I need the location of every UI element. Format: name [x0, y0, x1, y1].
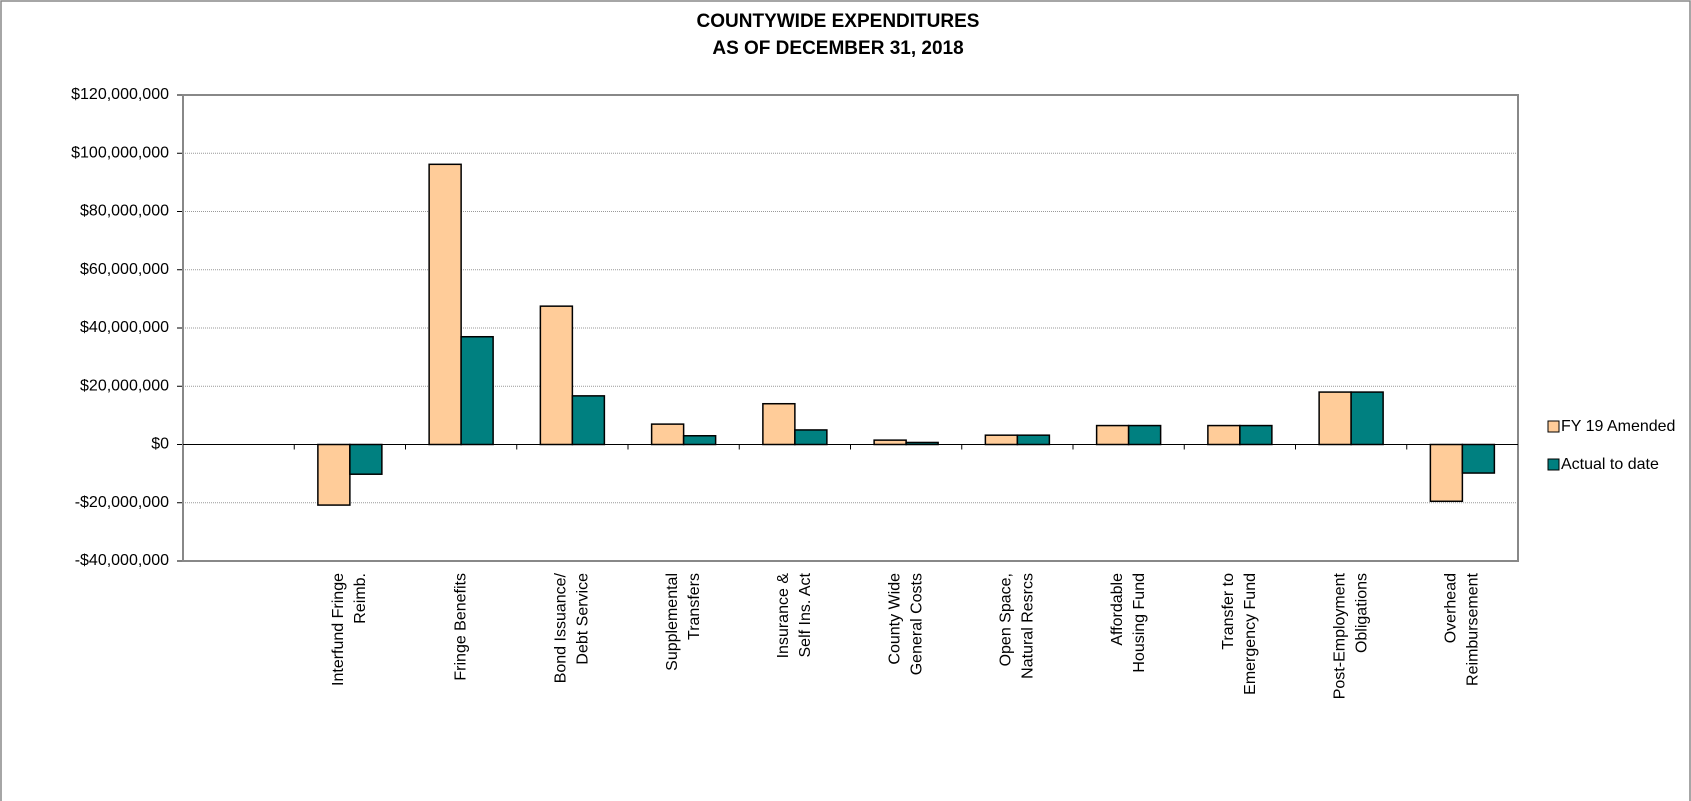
x-tick-label: Transfer to [1220, 573, 1237, 650]
x-tick-label: Post-Employment [1331, 572, 1348, 699]
bar [349, 443, 383, 475]
legend-swatch [1547, 420, 1560, 433]
bar [873, 439, 907, 446]
bar [1461, 443, 1496, 474]
bar [762, 402, 796, 446]
bar [1095, 424, 1130, 446]
x-tick-label: Open Space, [998, 573, 1015, 666]
x-tick-label: Bond Issuance/ [553, 572, 570, 683]
bar [571, 395, 606, 446]
y-tick-label: $20,000,000 [80, 377, 169, 394]
y-tick-label: $80,000,000 [80, 203, 169, 220]
x-tick-label: Debt Service [575, 573, 592, 665]
bar [794, 429, 828, 446]
x-tick-label: Insurance & [775, 573, 792, 659]
y-tick-label: -$40,000,000 [75, 552, 169, 569]
y-tick-label: $100,000,000 [71, 144, 169, 161]
y-tick-label: $0 [151, 436, 169, 453]
legend-swatch [1547, 458, 1560, 471]
plot-border [182, 94, 1519, 562]
bar [682, 435, 717, 446]
x-tick-label: General Costs [908, 573, 925, 675]
x-tick-label: Overhead [1443, 573, 1460, 643]
x-tick-label: Emergency Fund [1242, 573, 1259, 695]
legend-label: FY 19 Amended [1561, 418, 1675, 435]
y-tick-label: $60,000,000 [80, 261, 169, 278]
x-tick-label: Fringe Benefits [452, 573, 469, 681]
x-tick-label: Reimbursement [1465, 572, 1482, 685]
x-tick-label: Transfers [686, 573, 703, 640]
y-tick-label: -$20,000,000 [75, 494, 169, 511]
x-tick-label: Obligations [1353, 573, 1370, 653]
x-tick-label: Affordable [1109, 573, 1126, 646]
y-tick-label: $40,000,000 [80, 319, 169, 336]
bar [460, 335, 494, 446]
x-tick-label: Self Ins. Act [797, 572, 814, 657]
bar [984, 434, 1019, 446]
x-tick-label: Reimb. [352, 573, 369, 624]
bar [1350, 391, 1384, 446]
y-tick-label: $120,000,000 [71, 86, 169, 103]
bar [1207, 424, 1241, 446]
bar [539, 305, 574, 446]
x-tick-label: County Wide [886, 573, 903, 665]
legend-label: Actual to date [1561, 456, 1659, 473]
x-tick-label: Housing Fund [1131, 573, 1148, 673]
bar [1127, 424, 1162, 446]
chart-title: AS OF DECEMBER 31, 2018 [712, 38, 963, 59]
bar [1318, 391, 1352, 446]
bar [650, 423, 685, 446]
chart-title: COUNTYWIDE EXPENDITURES [697, 11, 980, 32]
x-tick-label: Interfund Fringe [330, 573, 347, 686]
bar [317, 443, 351, 506]
bar [1239, 424, 1273, 446]
bar [1429, 443, 1464, 503]
bar [1016, 434, 1051, 446]
x-tick-label: Supplemental [664, 573, 681, 671]
x-tick-label: Natural Resrcs [1020, 573, 1037, 679]
bar [428, 163, 462, 446]
